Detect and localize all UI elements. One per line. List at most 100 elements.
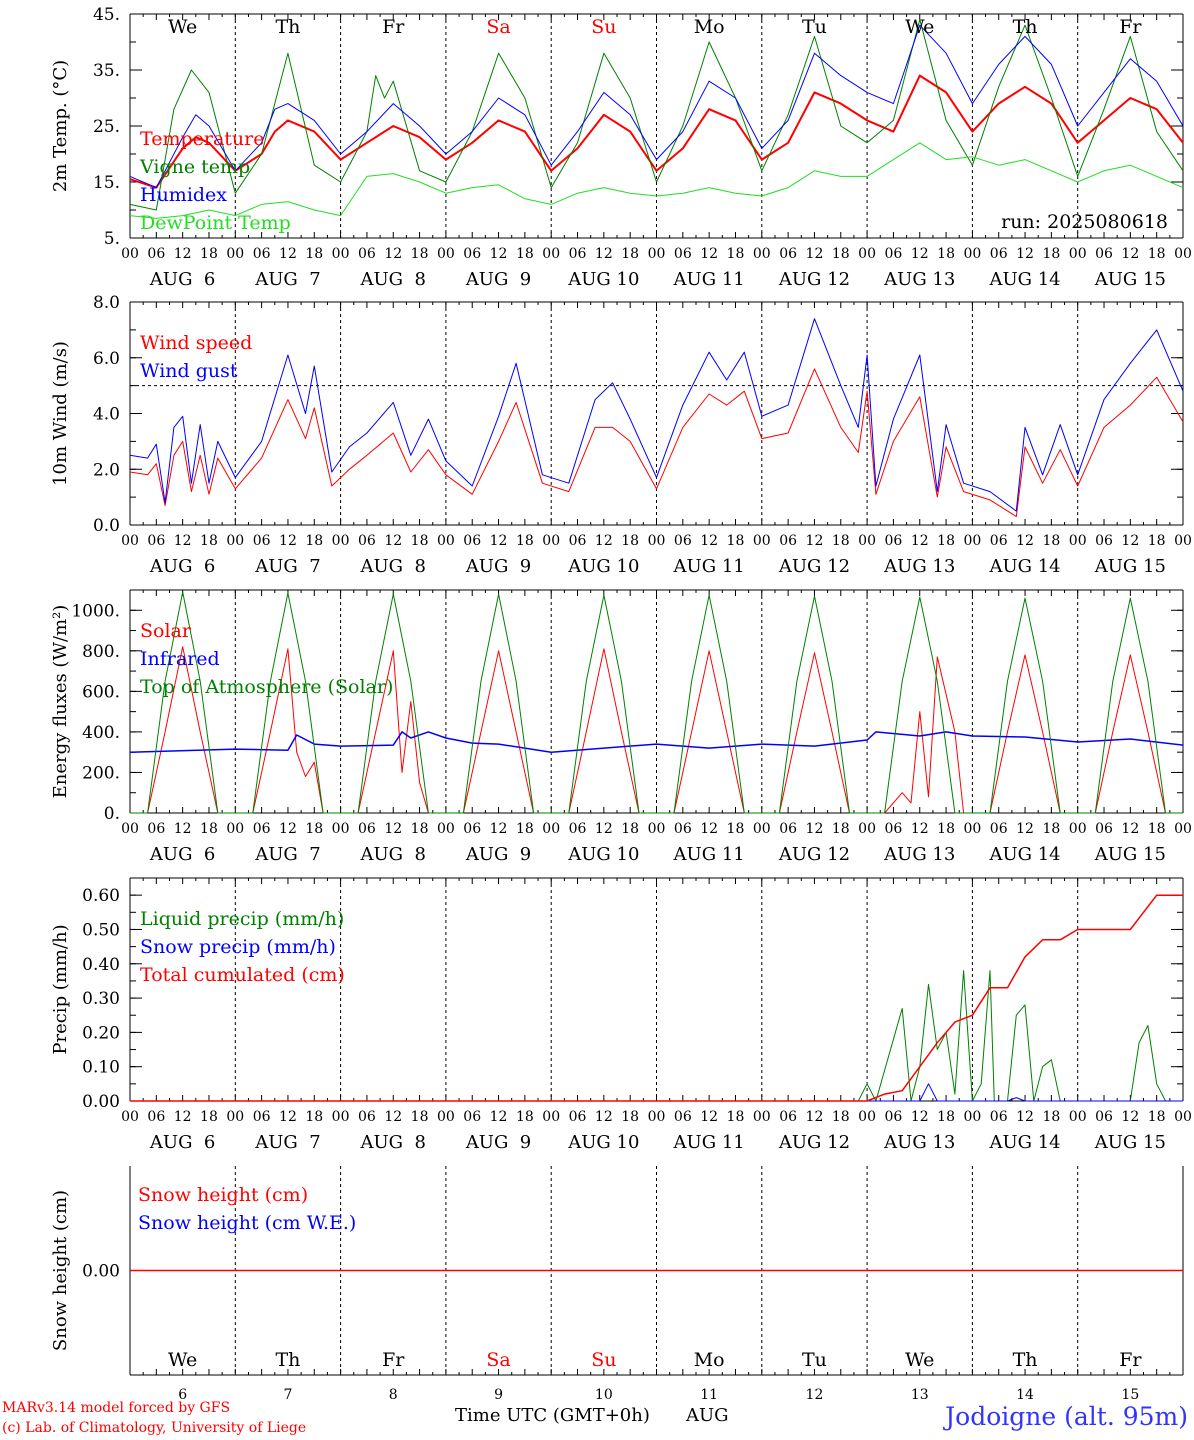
y-tick-label: 15.: [93, 173, 120, 193]
x-tick-label: 00: [542, 533, 560, 549]
x-tick-label: 06: [569, 821, 587, 837]
x-tick-label: 12: [1016, 246, 1034, 262]
x-tick-label: 12: [595, 246, 613, 262]
panel-4: 0.00 0.10 0.20 0.30 0.40 0.50 0.60 Precip (mm/h…: [50, 877, 1192, 1153]
x-tick-label: 12: [700, 1109, 718, 1125]
x-tick-label: 18: [621, 821, 639, 837]
x-tick-label: 12: [279, 821, 297, 837]
x-tick-label: 12: [490, 533, 508, 549]
x-tick-label: 06: [990, 246, 1008, 262]
x-tick-label: 06: [1095, 1109, 1113, 1125]
y-tick-label: 0.50: [82, 920, 120, 940]
series-line: [129, 74, 1184, 189]
x-tick-label: 06: [569, 246, 587, 262]
y-tick-label: 400.: [82, 723, 120, 743]
x-tick-label: 18: [1148, 246, 1166, 262]
y-tick-label: 600.: [82, 682, 120, 702]
day-label: AUG 14: [988, 844, 1060, 865]
x-tick-label: 12: [279, 1109, 297, 1125]
y-tick-label: 0.20: [82, 1023, 120, 1043]
x-tick-label: 18: [516, 1109, 534, 1125]
series-line: [129, 19, 1184, 211]
y-tick-label: 45.: [93, 5, 120, 25]
x-tick-label: 18: [305, 821, 323, 837]
x-tick-label: 06: [253, 1109, 271, 1125]
x-tick-label: 06: [147, 533, 165, 549]
weekday-label: Th: [275, 16, 300, 38]
y-axis-label: Snow height (cm): [50, 1190, 71, 1351]
x-tick-label: 06: [358, 1109, 376, 1125]
x-tick-label: 18: [411, 246, 429, 262]
legend-entry: Solar: [140, 620, 192, 642]
x-tick-label: 00: [1069, 1109, 1087, 1125]
day-label: AUG 7: [254, 269, 320, 290]
day-label: AUG 8: [360, 844, 426, 865]
legend-entry: Snow height (cm): [138, 1184, 308, 1206]
x-tick-label: 06: [253, 533, 271, 549]
x-tick-label: 12: [700, 246, 718, 262]
x-tick-label: 12: [174, 533, 192, 549]
x-tick-label: 06: [463, 533, 481, 549]
x-tick-label: 18: [832, 533, 850, 549]
x-tick-label: 00: [542, 1109, 560, 1125]
x-tick-label: 18: [516, 533, 534, 549]
x-tick-label: 06: [674, 821, 692, 837]
day-label: AUG 10: [567, 1132, 639, 1153]
x-tick-label: 12: [490, 1109, 508, 1125]
x-tick-label: 18: [937, 246, 955, 262]
x-tick-label: 00: [753, 821, 771, 837]
x-tick-label: 12: [384, 533, 402, 549]
weekday-label: We: [168, 16, 197, 38]
x-tick-label: 12: [595, 533, 613, 549]
x-tick-label: 12: [1121, 1109, 1139, 1125]
x-tick-label: 00: [332, 533, 350, 549]
x-tick-label: 18: [305, 1109, 323, 1125]
x-tick-label: 06: [253, 246, 271, 262]
x-tick-label: 06: [463, 1109, 481, 1125]
x-tick-label: 18: [1148, 1109, 1166, 1125]
x-tick-label: 06: [358, 246, 376, 262]
x-tick-label: 12: [1016, 1109, 1034, 1125]
x-tick-label: 18: [516, 246, 534, 262]
legend-entry: Top of Atmosphere (Solar): [140, 676, 393, 698]
legend-entry: Wind speed: [140, 332, 252, 354]
x-tick-label: 00: [858, 821, 876, 837]
x-tick-label: 00: [437, 533, 455, 549]
x-tick-label: 06: [779, 821, 797, 837]
legend-entry: Infrared: [140, 648, 220, 670]
day-label: AUG 8: [360, 1132, 426, 1153]
x-tick-label: 06: [358, 821, 376, 837]
day-number-label: 10: [595, 1387, 613, 1403]
x-tick-label: 00: [121, 1109, 139, 1125]
station-name: Jodoigne (alt. 95m): [945, 1402, 1188, 1431]
x-tick-label: 00: [858, 533, 876, 549]
x-tick-label: 00: [1069, 821, 1087, 837]
day-label: AUG 12: [778, 1132, 850, 1153]
series-line: [129, 731, 1184, 753]
weekday-label: Tu: [802, 1349, 827, 1371]
panel-5: 0.00 Snow height (cm) Snow height (cm) Snow…: [50, 1166, 1184, 1403]
x-tick-label: 12: [384, 1109, 402, 1125]
day-label: AUG 6: [149, 556, 215, 577]
day-label: AUG 8: [360, 269, 426, 290]
series-line: [129, 368, 1184, 518]
y-tick-label: 0.: [104, 804, 120, 824]
y-tick-label: 8.0: [93, 293, 120, 313]
x-tick-label: 06: [1095, 821, 1113, 837]
day-number-label: 12: [806, 1387, 824, 1403]
y-axis-label: 2m Temp. (°C): [50, 60, 71, 192]
x-tick-label: 18: [727, 1109, 745, 1125]
x-tick-label: 18: [1148, 821, 1166, 837]
x-tick-label: 18: [200, 821, 218, 837]
x-tick-label: 18: [1042, 533, 1060, 549]
y-tick-label: 0.10: [82, 1058, 120, 1078]
day-label: AUG 15: [1094, 556, 1166, 577]
x-tick-label: 06: [147, 1109, 165, 1125]
day-label: AUG 11: [673, 269, 745, 290]
y-tick-label: 5.: [104, 229, 120, 249]
x-tick-label: 00: [332, 246, 350, 262]
y-tick-label: 0.40: [82, 955, 120, 975]
x-tick-label: 18: [411, 533, 429, 549]
x-tick-label: 12: [700, 821, 718, 837]
day-label: AUG 15: [1094, 844, 1166, 865]
